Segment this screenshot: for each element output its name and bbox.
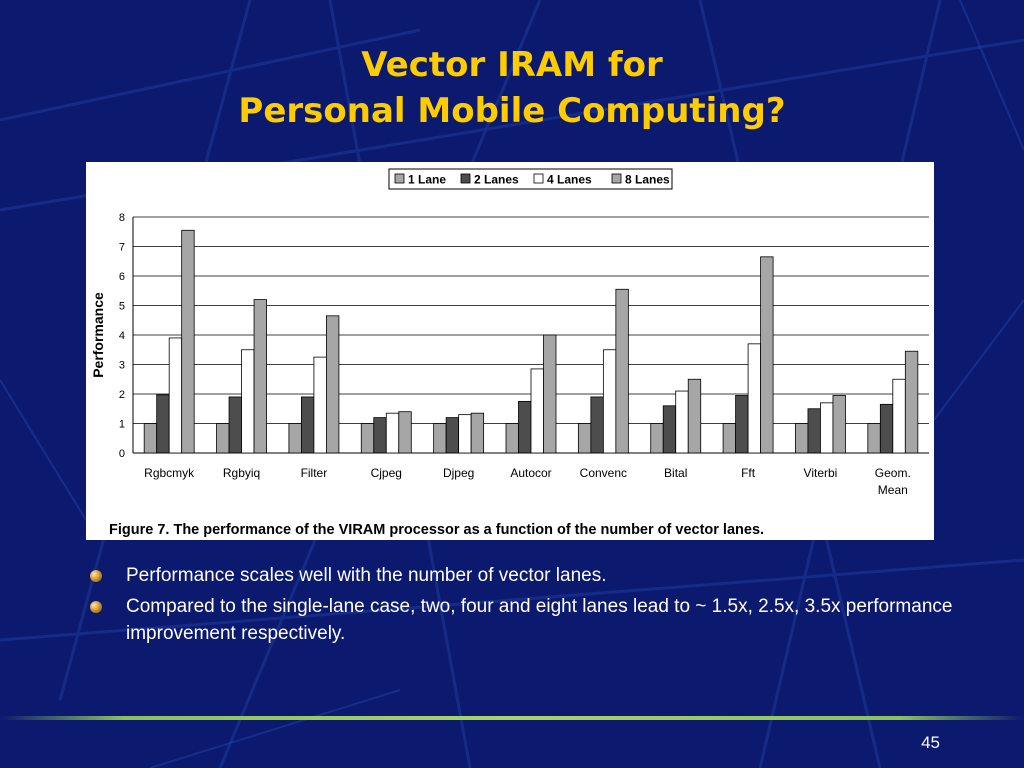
bar	[518, 400, 532, 454]
x-tick-label: Rgbcmyk	[144, 466, 195, 480]
y-tick-label: 5	[119, 301, 125, 313]
y-tick-label: 2	[119, 389, 125, 401]
bar	[373, 417, 387, 454]
x-tick-label: Autocor	[510, 466, 551, 480]
legend-swatch	[533, 173, 544, 184]
bullet-item: Compared to the single-lane case, two, f…	[86, 593, 966, 647]
legend-box	[388, 168, 673, 190]
bar	[301, 396, 315, 454]
legend-swatch	[611, 173, 622, 184]
bar	[253, 299, 267, 454]
x-tick-label: Fft	[741, 466, 756, 480]
bar	[904, 350, 919, 454]
figure-caption: Figure 7. The performance of the VIRAM p…	[109, 522, 764, 538]
y-tick-label: 8	[119, 212, 125, 224]
y-tick-label: 7	[119, 242, 125, 254]
bullet-icon	[90, 570, 102, 582]
bar	[458, 414, 472, 454]
bar	[650, 423, 664, 454]
legend-label: 1 Lane	[408, 173, 446, 187]
bar	[820, 402, 834, 454]
bar	[433, 423, 447, 454]
bar	[445, 417, 460, 454]
bullet-icon	[90, 601, 102, 613]
y-tick-label: 0	[119, 448, 125, 460]
bar	[156, 394, 170, 454]
bar	[602, 349, 617, 454]
bar	[675, 390, 689, 454]
bar	[867, 423, 881, 454]
bar	[760, 256, 774, 454]
x-tick-label: Viterbi	[804, 466, 838, 480]
legend-swatch	[394, 173, 405, 184]
bar	[288, 423, 302, 454]
bar	[722, 423, 736, 454]
x-tick-label: Djpeg	[443, 466, 474, 480]
bar	[615, 288, 629, 454]
footer-divider	[0, 716, 1024, 720]
bar	[181, 229, 195, 454]
bar	[687, 378, 702, 454]
bar	[747, 343, 761, 454]
y-tick-label: 4	[119, 330, 125, 342]
bar	[530, 368, 544, 454]
chart-figure: 0 1 2 3 4 5 6 7 8 Performance Rgbcmyk Rgbyiq Filter C…	[86, 162, 934, 540]
bar	[662, 405, 677, 454]
bar-chart: 0 1 2 3 4 5 6 7 8 Performance Rgbcmyk Rgbyiq Filter C…	[90, 168, 929, 538]
y-tick-label: 6	[119, 271, 125, 283]
slide-title-line-2: Personal Mobile Computing?	[238, 91, 786, 131]
y-axis-label: Performance	[90, 292, 106, 378]
bar	[326, 315, 340, 454]
bullet-item: Performance scales well with the number …	[86, 562, 966, 589]
x-tick-label: Filter	[301, 466, 328, 480]
y-tick-label: 3	[119, 360, 125, 372]
bar	[505, 423, 519, 454]
legend-label: 4 Lanes	[547, 173, 592, 187]
x-tick-label: Rgbyiq	[223, 466, 260, 480]
y-tick-label: 1	[119, 419, 125, 431]
bar	[168, 337, 183, 454]
legend-swatch	[460, 173, 471, 184]
x-tick-label: Convenc	[580, 466, 627, 480]
bar	[241, 349, 255, 454]
x-tick-label: Bital	[664, 466, 687, 480]
bar	[892, 378, 906, 454]
bar	[543, 334, 557, 454]
bar	[832, 395, 846, 454]
bar	[143, 423, 158, 454]
bullet-list: Performance scales well with the number …	[86, 562, 966, 651]
slide-title-line-1: Vector IRAM for	[361, 45, 663, 85]
bar	[228, 396, 242, 454]
bullet-text: Compared to the single-lane case, two, f…	[126, 596, 953, 644]
bar	[735, 395, 749, 454]
bar	[577, 423, 592, 454]
bar	[385, 412, 400, 454]
bar	[216, 423, 230, 454]
bar	[470, 412, 485, 454]
bar	[590, 396, 604, 454]
slide-number: 45	[921, 733, 940, 752]
bullet-text: Performance scales well with the number …	[126, 565, 607, 586]
x-tick-label: Geom. Mean	[875, 466, 911, 497]
bar	[398, 411, 412, 454]
bar	[360, 423, 375, 454]
bar	[807, 408, 821, 454]
bar	[795, 423, 809, 454]
bar	[313, 356, 327, 454]
x-tick-label: Cjpeg	[371, 466, 402, 480]
legend-label: 2 Lanes	[474, 173, 519, 187]
bar	[879, 403, 894, 454]
legend-label: 8 Lanes	[625, 173, 670, 187]
